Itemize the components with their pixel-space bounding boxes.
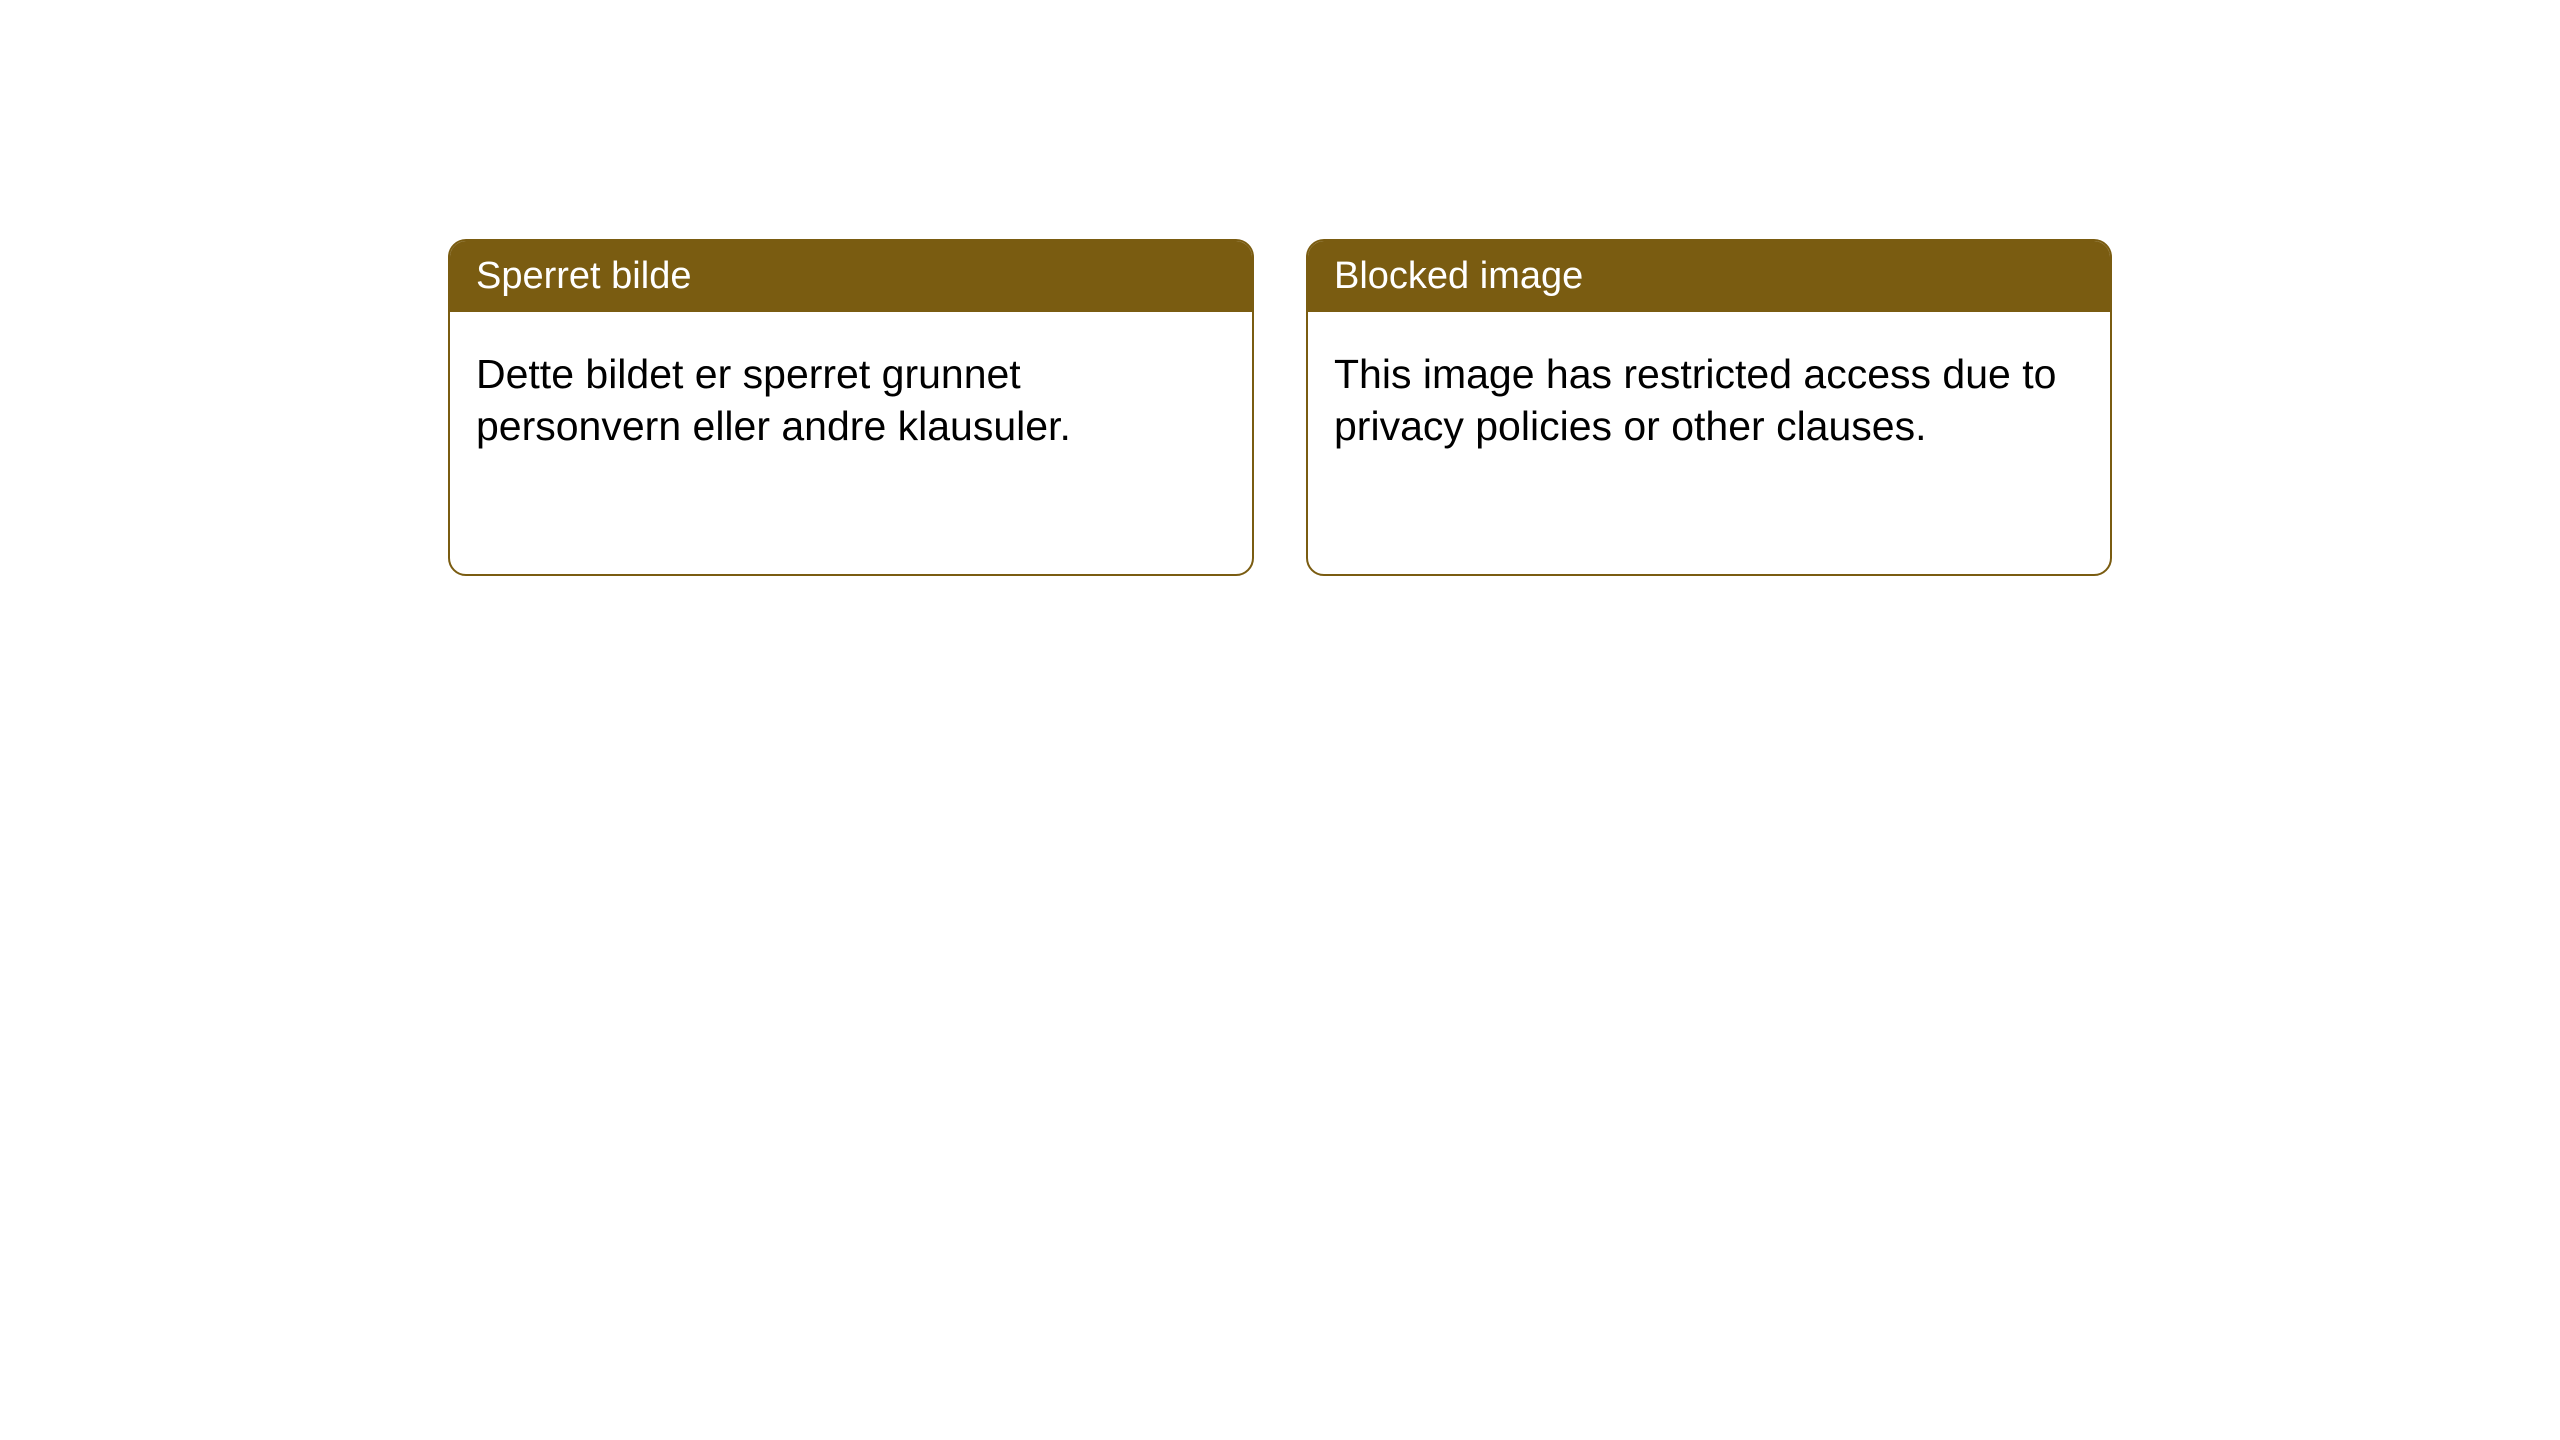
- notice-card-norwegian: Sperret bilde Dette bildet er sperret gr…: [448, 239, 1254, 576]
- notice-container: Sperret bilde Dette bildet er sperret gr…: [448, 239, 2112, 576]
- notice-body: Dette bildet er sperret grunnet personve…: [450, 312, 1252, 488]
- notice-card-english: Blocked image This image has restricted …: [1306, 239, 2112, 576]
- notice-body: This image has restricted access due to …: [1308, 312, 2110, 488]
- notice-header: Blocked image: [1308, 241, 2110, 312]
- notice-header: Sperret bilde: [450, 241, 1252, 312]
- notice-text: This image has restricted access due to …: [1334, 351, 2056, 449]
- notice-title: Sperret bilde: [476, 255, 691, 297]
- notice-text: Dette bildet er sperret grunnet personve…: [476, 351, 1071, 449]
- notice-title: Blocked image: [1334, 255, 1583, 297]
